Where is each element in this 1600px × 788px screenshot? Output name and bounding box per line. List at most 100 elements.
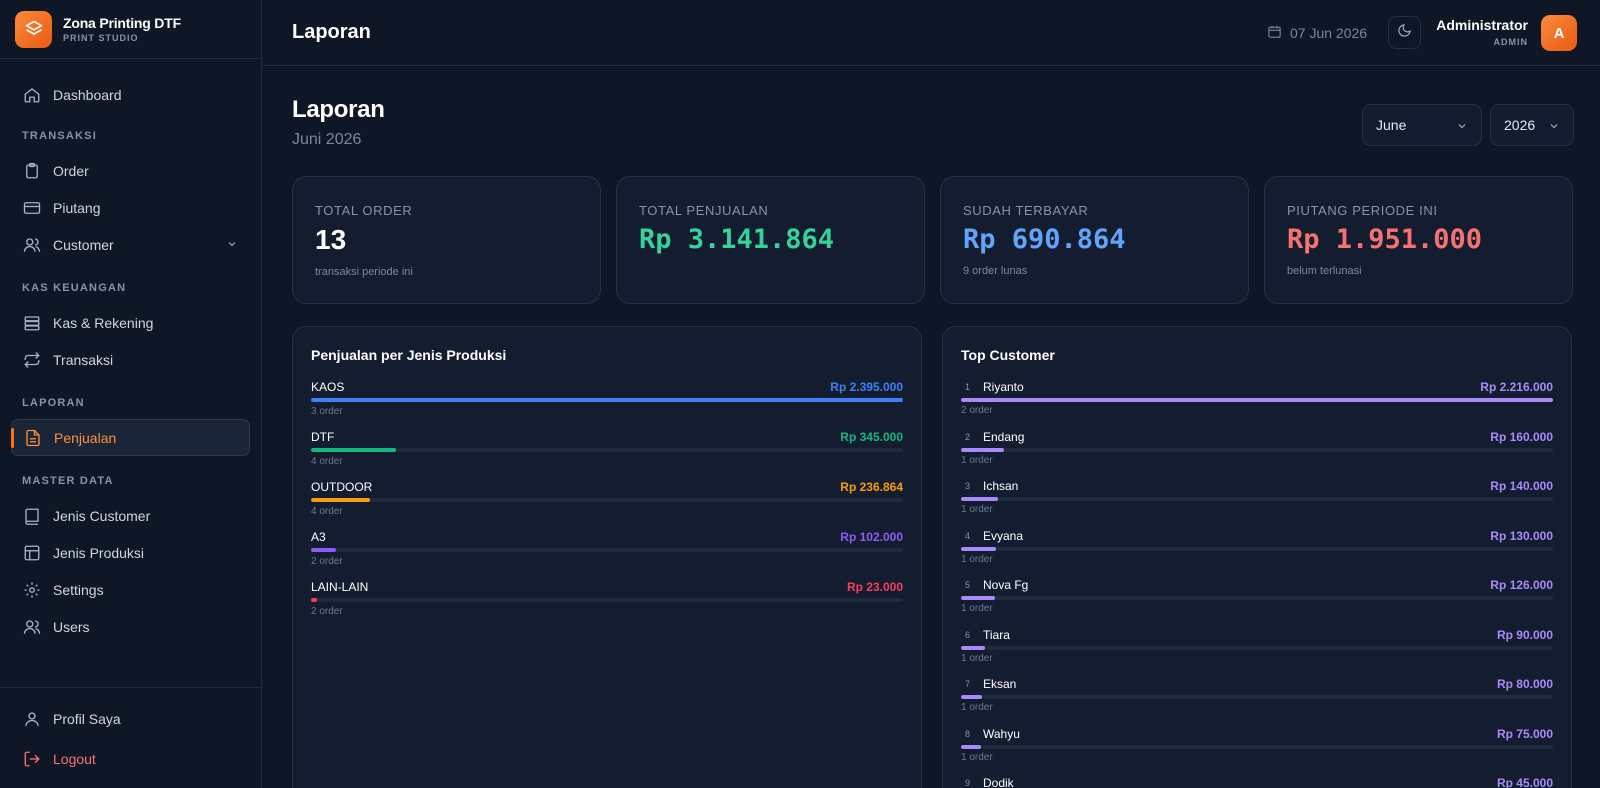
customer-name: Riyanto bbox=[983, 380, 1024, 394]
produksi-bar-fill bbox=[311, 398, 903, 402]
produksi-row: KAOS Rp 2.395.000 3 order bbox=[311, 379, 903, 429]
customer-rank: 9 bbox=[965, 778, 971, 788]
chevron-down-icon[interactable] bbox=[226, 237, 238, 253]
customer-name: Evyana bbox=[983, 528, 1024, 543]
calendar-icon bbox=[1267, 24, 1282, 42]
customer-rank: 6 bbox=[965, 629, 971, 640]
sidebar-item-label: Jenis Customer bbox=[53, 507, 151, 524]
year-select[interactable]: 2026 bbox=[1490, 104, 1574, 146]
produksi-row-head: OUTDOOR Rp 236.864 bbox=[311, 479, 903, 495]
produksi-order-count: 4 order bbox=[311, 506, 343, 517]
customer-row: 3 Ichsan Rp 140.000 1 order bbox=[961, 478, 1553, 528]
produksi-value: Rp 23.000 bbox=[846, 580, 903, 594]
stat-label: SUDAH TERBAYAR bbox=[963, 203, 1089, 218]
customer-bar-fill bbox=[961, 546, 996, 551]
produksi-row-head: KAOS Rp 2.395.000 bbox=[311, 379, 903, 395]
sidebar-item-profil[interactable]: Profil Saya bbox=[11, 700, 251, 737]
customer-value: Rp 45.000 bbox=[1496, 776, 1553, 788]
sidebar-item-transaksi[interactable]: Transaksi bbox=[11, 341, 250, 378]
produksi-bar-fill bbox=[311, 448, 397, 452]
page-title: Laporan bbox=[292, 96, 385, 123]
brand[interactable]: Zona Printing DTF PRINT STUDIO bbox=[0, 0, 261, 59]
customer-value: Rp 160.000 bbox=[1490, 429, 1553, 444]
sidebar-item-kas-rekening[interactable]: Kas & Rekening bbox=[11, 304, 250, 341]
sidebar-item-penjualan[interactable]: Penjualan bbox=[11, 419, 250, 456]
produksi-row: LAIN-LAIN Rp 23.000 2 order bbox=[311, 579, 903, 629]
customer-order-count: 2 order bbox=[961, 405, 993, 416]
customer-order-count: 1 order bbox=[961, 553, 993, 565]
customer-bar-track bbox=[961, 398, 1553, 402]
sidebar-item-label: Logout bbox=[53, 750, 96, 767]
gear-icon bbox=[23, 581, 41, 599]
customer-rank: 7 bbox=[965, 679, 971, 689]
customer-name: Ichsan bbox=[983, 479, 1019, 493]
produksi-name: KAOS bbox=[311, 380, 345, 394]
sidebar-bottom: Profil Saya Logout bbox=[0, 687, 262, 788]
moon-icon bbox=[1397, 23, 1412, 43]
customer-left: 7 Eksan bbox=[961, 677, 1016, 691]
customer-rank: 3 bbox=[965, 481, 971, 491]
produksi-order-count: 4 order bbox=[311, 456, 343, 467]
customer-left: 9 Dodik bbox=[961, 776, 1014, 788]
sidebar-item-users[interactable]: Users bbox=[11, 608, 250, 645]
sidebar-item-label: Users bbox=[53, 618, 90, 635]
avatar[interactable]: A bbox=[1541, 15, 1577, 51]
section-transaksi: TRANSAKSI bbox=[22, 130, 97, 142]
users-icon bbox=[23, 618, 41, 636]
sidebar-item-label: Settings bbox=[53, 581, 104, 598]
repeat-icon bbox=[23, 351, 41, 369]
stat-desc: belum terlunasi bbox=[1287, 265, 1362, 277]
sidebar-item-customer[interactable]: Customer bbox=[11, 226, 250, 263]
month-select[interactable]: June bbox=[1362, 104, 1482, 146]
customer-rank: 5 bbox=[965, 580, 971, 590]
stat-value: Rp 3.141.864 bbox=[639, 224, 835, 255]
customer-value: Rp 140.000 bbox=[1490, 479, 1553, 493]
main-content: Laporan Juni 2026 June 2026 TOTAL ORDER … bbox=[262, 66, 1600, 788]
produksi-row: OUTDOOR Rp 236.864 4 order bbox=[311, 479, 903, 529]
customer-order-count: 1 order bbox=[961, 603, 993, 614]
stat-label: PIUTANG PERIODE INI bbox=[1287, 203, 1438, 218]
customer-row-head: 3 Ichsan Rp 140.000 bbox=[961, 478, 1553, 494]
sidebar-item-dashboard[interactable]: Dashboard bbox=[11, 76, 250, 113]
customer-row: 6 Tiara Rp 90.000 1 order bbox=[961, 627, 1553, 677]
customer-order-count: 1 order bbox=[961, 751, 993, 763]
date-text: 07 Jun 2026 bbox=[1290, 25, 1368, 41]
produksi-value: Rp 345.000 bbox=[840, 430, 903, 444]
panel-title: Penjualan per Jenis Produksi bbox=[311, 347, 507, 363]
customer-value: Rp 126.000 bbox=[1490, 578, 1553, 592]
sidebar-item-piutang[interactable]: Piutang bbox=[11, 189, 250, 226]
sidebar-item-order[interactable]: Order bbox=[11, 152, 250, 189]
sidebar-item-label: Penjualan bbox=[54, 429, 117, 446]
sidebar-item-label: Order bbox=[53, 162, 89, 179]
produksi-bar-track bbox=[311, 598, 903, 602]
topbar: Laporan 07 Jun 2026 Administrator ADMIN … bbox=[262, 0, 1600, 66]
sidebar-item-jenis-produksi[interactable]: Jenis Produksi bbox=[11, 534, 250, 571]
stat-card-total-order: TOTAL ORDER 13 transaksi periode ini bbox=[292, 176, 601, 304]
sidebar-item-jenis-customer[interactable]: Jenis Customer bbox=[11, 497, 250, 534]
produksi-row-head: A3 Rp 102.000 bbox=[311, 529, 903, 545]
section-master: MASTER DATA bbox=[22, 475, 114, 487]
customer-bar-track bbox=[961, 695, 1553, 699]
produksi-row-head: LAIN-LAIN Rp 23.000 bbox=[311, 579, 903, 595]
produksi-name: OUTDOOR bbox=[311, 480, 373, 494]
sidebar-item-logout[interactable]: Logout bbox=[11, 740, 251, 777]
produksi-name: A3 bbox=[311, 530, 326, 544]
customer-rank: 2 bbox=[965, 431, 971, 442]
customer-bar-fill bbox=[961, 695, 983, 699]
customer-left: 4 Evyana bbox=[961, 529, 1023, 543]
layout-icon bbox=[23, 544, 41, 562]
stat-label: TOTAL PENJUALAN bbox=[639, 203, 769, 218]
produksi-order-count: 3 order bbox=[311, 406, 343, 417]
customer-order-count: 1 order bbox=[961, 702, 993, 713]
produksi-order-count: 2 order bbox=[311, 556, 343, 567]
customer-row-head: 5 Nova Fg Rp 126.000 bbox=[961, 577, 1553, 593]
sidebar-item-settings[interactable]: Settings bbox=[11, 571, 250, 608]
customer-bar-fill bbox=[961, 744, 982, 749]
clipboard-icon bbox=[23, 162, 41, 180]
stat-desc: 9 order lunas bbox=[963, 265, 1028, 277]
customer-value: Rp 2.216.000 bbox=[1480, 380, 1553, 394]
topbar-title: Laporan bbox=[292, 21, 371, 43]
theme-toggle-button[interactable] bbox=[1388, 16, 1421, 49]
customer-row: 2 Endang Rp 160.000 1 order bbox=[961, 429, 1553, 479]
customer-row: 4 Evyana Rp 130.000 1 order bbox=[961, 528, 1553, 578]
